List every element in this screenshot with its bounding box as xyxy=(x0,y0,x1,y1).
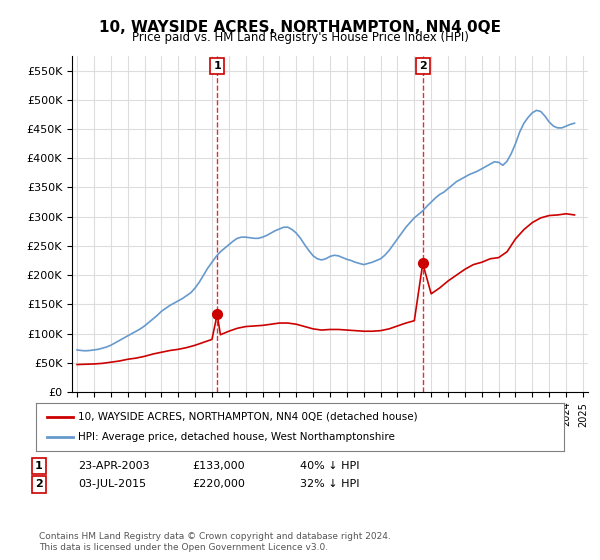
Text: Contains HM Land Registry data © Crown copyright and database right 2024.
This d: Contains HM Land Registry data © Crown c… xyxy=(39,532,391,552)
Text: HPI: Average price, detached house, West Northamptonshire: HPI: Average price, detached house, West… xyxy=(78,432,395,442)
Text: 32% ↓ HPI: 32% ↓ HPI xyxy=(300,479,359,489)
Text: 23-APR-2003: 23-APR-2003 xyxy=(78,461,149,471)
Text: 1: 1 xyxy=(35,461,43,471)
Text: 40% ↓ HPI: 40% ↓ HPI xyxy=(300,461,359,471)
Text: 03-JUL-2015: 03-JUL-2015 xyxy=(78,479,146,489)
Text: 1: 1 xyxy=(214,61,221,71)
Text: 10, WAYSIDE ACRES, NORTHAMPTON, NN4 0QE (detached house): 10, WAYSIDE ACRES, NORTHAMPTON, NN4 0QE … xyxy=(78,412,418,422)
Text: Price paid vs. HM Land Registry's House Price Index (HPI): Price paid vs. HM Land Registry's House … xyxy=(131,31,469,44)
Text: £133,000: £133,000 xyxy=(192,461,245,471)
Text: 10, WAYSIDE ACRES, NORTHAMPTON, NN4 0QE: 10, WAYSIDE ACRES, NORTHAMPTON, NN4 0QE xyxy=(99,20,501,35)
Text: £220,000: £220,000 xyxy=(192,479,245,489)
Text: 2: 2 xyxy=(419,61,427,71)
Text: 2: 2 xyxy=(35,479,43,489)
